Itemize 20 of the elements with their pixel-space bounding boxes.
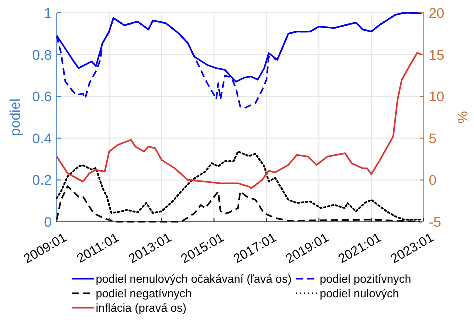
y-tick-label: 0	[44, 214, 52, 230]
y2-tick-label: 20	[429, 5, 445, 21]
y-tick-label: 0.6	[32, 88, 52, 105]
y-tick-label: 0.8	[32, 46, 52, 63]
legend-label: inflácia (pravá os)	[96, 303, 187, 315]
y-axis-title: podiel	[7, 98, 23, 136]
y-tick-label: 0.4	[32, 130, 52, 146]
y2-tick-label: 10	[429, 88, 445, 105]
y2-tick-label: -5	[429, 214, 442, 230]
legend-label: podiel pozitívnych	[320, 274, 412, 286]
legend-label: podiel nulových	[320, 288, 400, 300]
y2-tick-label: 0	[429, 172, 437, 188]
legend-label: podiel nenulových očakávaní (ľavá os)	[96, 274, 292, 286]
line-series	[56, 52, 423, 190]
y2-tick-label: 5	[429, 130, 437, 146]
y-tick-label: 0.2	[32, 172, 52, 188]
y2-tick-label: 15	[429, 46, 445, 63]
legend-label: podiel negatívnych	[96, 288, 192, 300]
y2-axis-title: %	[455, 111, 471, 124]
y-tick-label: 1	[44, 5, 52, 21]
